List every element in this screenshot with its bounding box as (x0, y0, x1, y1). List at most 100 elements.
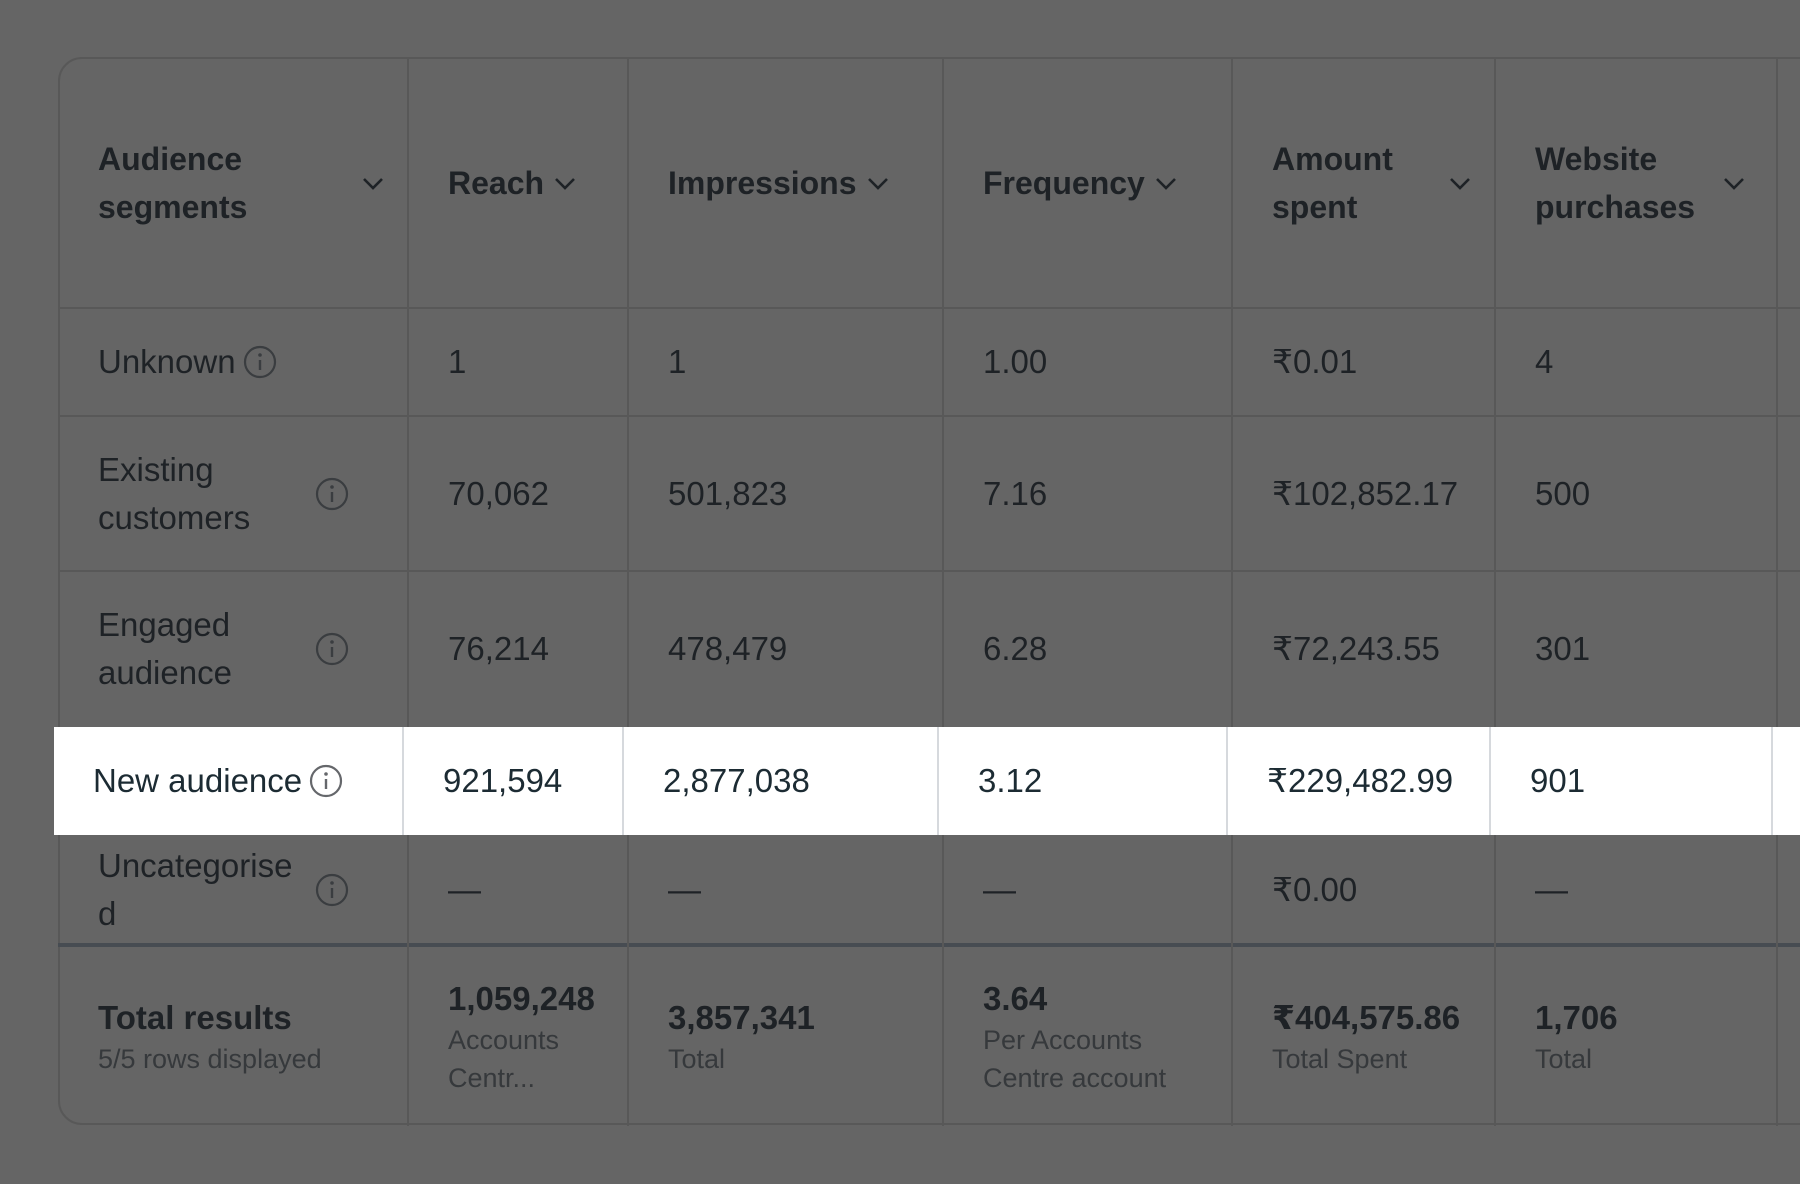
header-text: Audience segments (98, 140, 248, 225)
metric-value: 500 (1535, 474, 1591, 512)
sort-chevron[interactable] (1153, 170, 1179, 196)
total-label: Accounts Centr... (448, 1024, 560, 1093)
column-divider (1771, 727, 1773, 835)
column-divider (1489, 727, 1491, 835)
metric-value: ₹102,852.17 (1272, 474, 1459, 512)
sort-chevron[interactable] (1447, 170, 1473, 196)
info-icon[interactable] (314, 476, 350, 512)
column-header[interactable]: Impressions (628, 57, 943, 308)
total-value: 3.64 (983, 979, 1048, 1017)
header-content: Audience segments (98, 135, 386, 231)
metric-value: 76,214 (448, 630, 549, 667)
total-cell: 1,706 Total (1495, 947, 1777, 1126)
segment-label: Uncategorised (58, 835, 408, 944)
metric-value: ₹0.01 (1272, 343, 1358, 380)
column-header[interactable]: Audience segments (58, 57, 408, 308)
metric-value: 2,877,038 (663, 762, 810, 799)
column-divider (407, 57, 409, 727)
total-label: Total (1535, 1043, 1593, 1074)
metric-value: — (1535, 870, 1568, 908)
column-divider (1494, 57, 1496, 727)
label-content: New audience (93, 757, 373, 805)
column-header[interactable]: Website purchases (1495, 57, 1777, 308)
total-cell: Total results 5/5 rows displayed (58, 947, 408, 1126)
label-content: Existing customers (98, 446, 378, 542)
label-text: Engaged audience (98, 606, 232, 691)
metric-value: 6.28 (983, 630, 1048, 667)
header-content: Website purchases (1535, 135, 1747, 231)
info-icon[interactable] (242, 344, 278, 380)
row-divider (58, 943, 1800, 947)
metric-value: 301 (1535, 630, 1591, 667)
sort-chevron[interactable] (552, 170, 578, 196)
column-divider (622, 727, 624, 835)
metric-value: 901 (1530, 762, 1586, 799)
total-cell: 3,857,341 Total (628, 947, 943, 1126)
sort-chevron[interactable] (1721, 170, 1747, 196)
metric-value: 1 (668, 343, 687, 380)
header-text: Amount spent (1272, 140, 1393, 225)
column-divider (937, 727, 939, 835)
highlighted-row[interactable] (54, 727, 1800, 835)
metric-value: 4 (1535, 343, 1554, 380)
table-frame (58, 57, 1800, 1125)
column-divider (1776, 57, 1778, 727)
segment-label: New audience (53, 727, 403, 835)
sort-chevron[interactable] (865, 170, 891, 196)
header-content: Frequency (983, 159, 1210, 207)
label-text: New audience (93, 762, 303, 799)
column-divider (407, 835, 409, 1126)
header-content: Reach (448, 159, 606, 207)
total-value: 3,857,341 (668, 998, 815, 1036)
column-divider (402, 727, 404, 835)
label-content: Uncategorised (98, 842, 378, 938)
label-text: Existing customers (98, 450, 251, 536)
label-text: Unknown (98, 343, 236, 380)
row-divider (58, 307, 1800, 309)
column-divider (942, 835, 944, 1126)
total-cell: 1,059,248 Accounts Centr... (408, 947, 628, 1126)
total-value: 1,706 (1535, 998, 1618, 1036)
metric-value: ₹0.00 (1272, 870, 1358, 908)
metric-value: 7.16 (983, 474, 1048, 512)
total-value: ₹404,575.86 (1272, 998, 1461, 1036)
metric-value: 1 (448, 343, 467, 380)
label-content: Engaged audience (98, 601, 378, 697)
segment-label: Unknown (58, 308, 408, 416)
column-divider (627, 57, 629, 727)
metric-value: 501,823 (668, 474, 788, 512)
header-text: Impressions (668, 164, 857, 201)
metric-value: 921,594 (443, 762, 563, 799)
column-divider (1231, 835, 1233, 1126)
segment-label: Engaged audience (58, 571, 408, 727)
metric-value: 70,062 (448, 474, 549, 512)
column-divider (1231, 57, 1233, 727)
column-header[interactable]: Amount spent (1232, 57, 1495, 308)
metric-value: ₹72,243.55 (1272, 630, 1440, 667)
header-text: Frequency (983, 164, 1145, 201)
total-value: Total results (98, 998, 292, 1036)
total-label: Total (668, 1043, 726, 1074)
column-divider (1494, 835, 1496, 1126)
metric-value: 3.12 (978, 762, 1043, 799)
segment-label: Existing customers (58, 416, 408, 571)
column-header[interactable]: Reach (408, 57, 628, 308)
sort-chevron[interactable] (360, 170, 386, 196)
info-icon[interactable] (314, 872, 350, 908)
total-value: 1,059,248 (448, 979, 595, 1017)
metric-value: — (448, 870, 481, 908)
metric-value: — (983, 870, 1016, 908)
label-content: Unknown (98, 338, 378, 386)
info-icon[interactable] (308, 763, 344, 799)
metric-value: 1.00 (983, 343, 1048, 380)
header-text: Website purchases (1535, 140, 1696, 225)
column-divider (627, 835, 629, 1126)
column-divider (942, 57, 944, 727)
column-divider (1776, 835, 1778, 1126)
column-header[interactable]: Frequency (943, 57, 1232, 308)
row-divider (58, 415, 1800, 417)
metric-value: ₹229,482.99 (1267, 762, 1454, 799)
info-icon[interactable] (314, 631, 350, 667)
column-divider (1226, 727, 1228, 835)
